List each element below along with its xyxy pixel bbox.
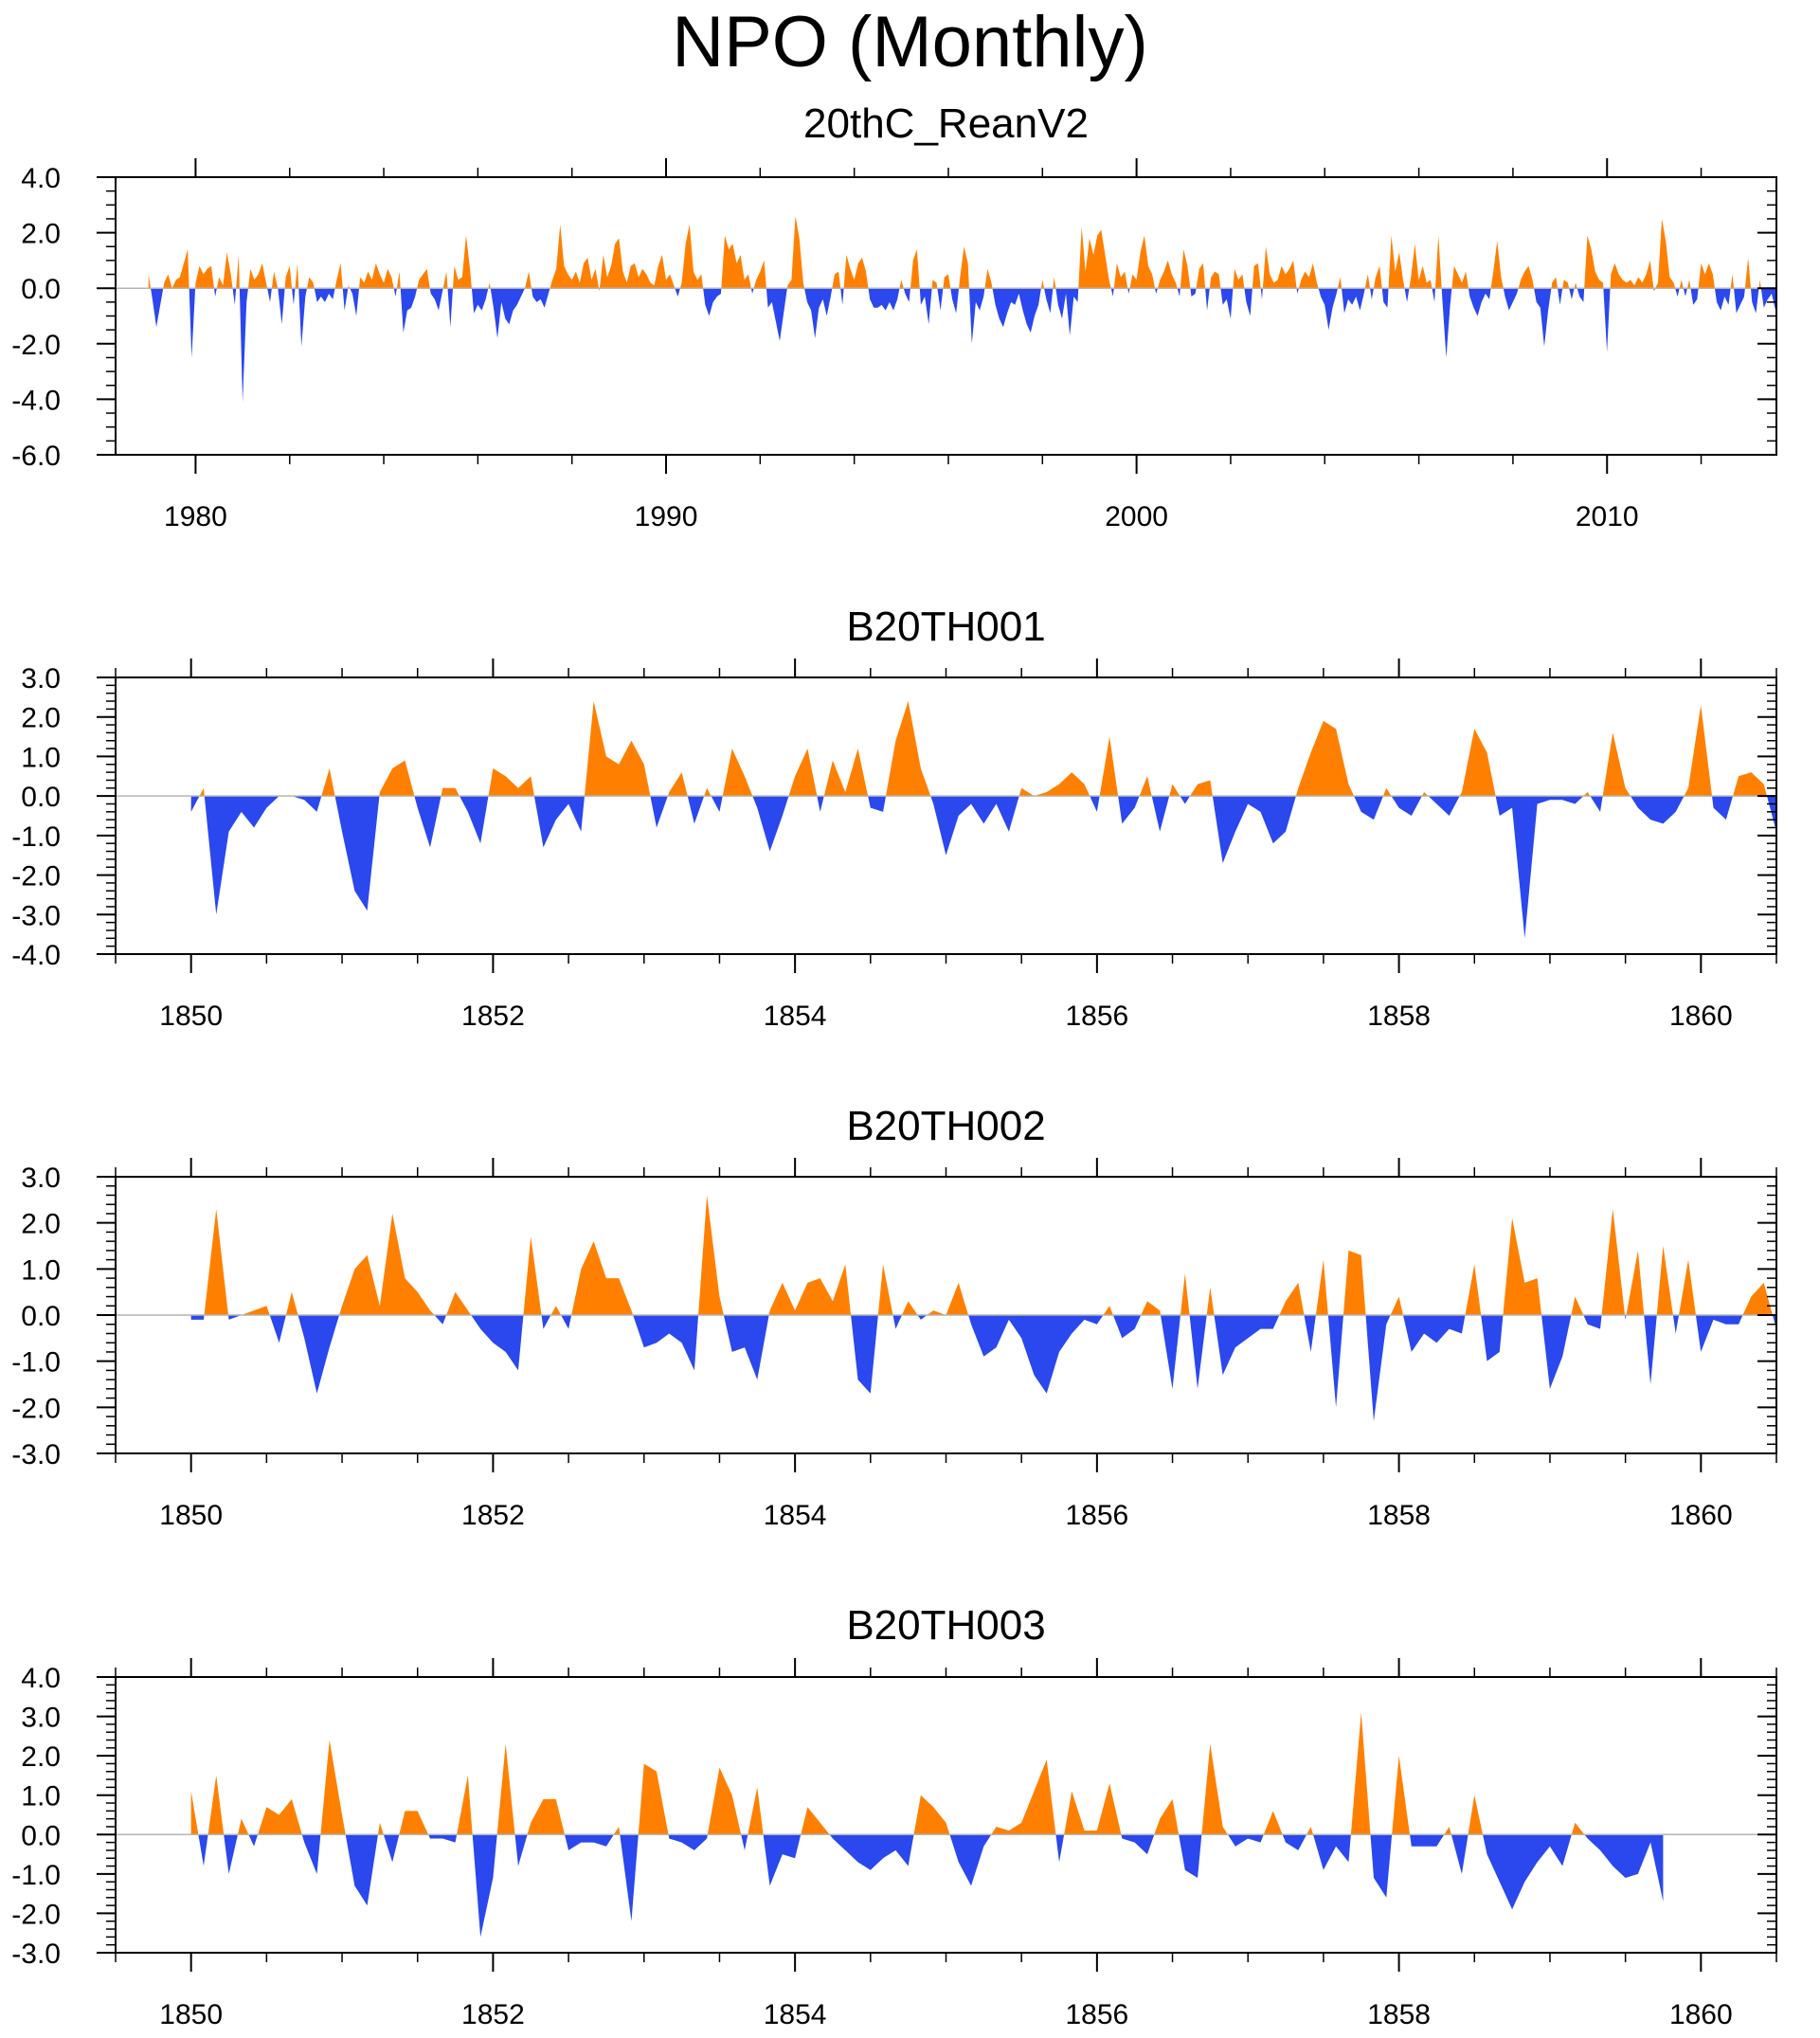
x-tick-label: 1854 bbox=[764, 1001, 827, 1032]
series-positive-area bbox=[190, 1195, 1776, 1315]
series-positive-area bbox=[148, 216, 1761, 289]
series-negative-area bbox=[190, 1834, 1664, 1938]
y-tick-label: 1.0 bbox=[21, 742, 61, 773]
y-tick-label: -4.0 bbox=[11, 940, 61, 971]
y-tick-label: -1.0 bbox=[11, 821, 61, 853]
y-tick-label: -4.0 bbox=[11, 385, 61, 416]
y-tick-label: 2.0 bbox=[21, 1741, 61, 1773]
y-tick-label: -3.0 bbox=[11, 1439, 61, 1470]
y-tick-label: 0.0 bbox=[21, 1820, 61, 1851]
y-tick-label: 4.0 bbox=[21, 163, 61, 194]
x-tick-label: 1860 bbox=[1669, 1001, 1733, 1032]
x-tick-label: 1852 bbox=[461, 1001, 525, 1032]
y-tick-label: -1.0 bbox=[11, 1347, 61, 1379]
x-tick-label: 1860 bbox=[1669, 1500, 1733, 1531]
y-tick-label: -6.0 bbox=[11, 441, 61, 472]
y-tick-label: 2.0 bbox=[21, 1209, 61, 1240]
plot-frame bbox=[115, 176, 1777, 456]
x-tick-label: 1854 bbox=[764, 1999, 827, 2030]
panel-title: 20thC_ReanV2 bbox=[803, 100, 1089, 147]
y-tick-label: 3.0 bbox=[21, 663, 61, 694]
x-tick-label: 1860 bbox=[1669, 1999, 1733, 2030]
figure-title: NPO (Monthly) bbox=[672, 2, 1148, 82]
y-tick-label: 0.0 bbox=[21, 782, 61, 813]
x-tick-label: 1850 bbox=[159, 1999, 223, 2030]
x-tick-label: 2000 bbox=[1105, 501, 1168, 532]
plot-frame bbox=[115, 1676, 1777, 1954]
x-tick-label: 1980 bbox=[164, 501, 227, 532]
panel-title: B20TH003 bbox=[846, 1602, 1045, 1649]
x-tick-label: 1854 bbox=[764, 1500, 827, 1531]
y-tick-label: 4.0 bbox=[21, 1663, 61, 1694]
panel-title: B20TH001 bbox=[846, 604, 1045, 650]
series-positive-area bbox=[190, 701, 1776, 797]
x-tick-label: 1858 bbox=[1367, 1500, 1431, 1531]
panel-b20th003: B20TH003 4.0 3.0 2.0 1.0 0.0 -1.0 -2.0 -3.0 1850 1… bbox=[11, 1602, 1777, 2030]
y-tick-label: 0.0 bbox=[21, 274, 61, 305]
y-tick-label: 2.0 bbox=[21, 219, 61, 250]
x-tick-label: 1852 bbox=[461, 1999, 525, 2030]
y-tick-label: 3.0 bbox=[21, 1703, 61, 1734]
panel-title: B20TH002 bbox=[846, 1103, 1045, 1149]
x-tick-label: 1850 bbox=[159, 1500, 223, 1531]
x-tick-label: 1858 bbox=[1367, 1001, 1431, 1032]
panel-b20th002: B20TH002 3.0 2.0 1.0 0.0 -1.0 -2.0 -3.0 1850 1852… bbox=[11, 1103, 1777, 1531]
y-tick-label: 0.0 bbox=[21, 1301, 61, 1332]
panel-20thc-reanv2: 20thC_ReanV2 4.0 2.0 0.0 -2.0 -4.0 -6.0 1980 199… bbox=[11, 100, 1777, 532]
series-negative-area bbox=[190, 1315, 1776, 1421]
y-tick-label: 3.0 bbox=[21, 1163, 61, 1194]
x-tick-label: 2010 bbox=[1576, 501, 1639, 532]
series-positive-area bbox=[190, 1712, 1585, 1835]
x-tick-label: 1858 bbox=[1367, 1999, 1431, 2030]
panel-b20th001: B20TH001 3.0 2.0 1.0 0.0 -1.0 -2.0 -3.0 -4.0 1850… bbox=[11, 604, 1777, 1032]
y-tick-label: -3.0 bbox=[11, 900, 61, 931]
x-tick-label: 1852 bbox=[461, 1500, 525, 1531]
series-negative-area bbox=[190, 796, 1776, 939]
y-tick-label: -3.0 bbox=[11, 1939, 61, 1970]
y-tick-label: 1.0 bbox=[21, 1254, 61, 1286]
y-tick-label: 2.0 bbox=[21, 703, 61, 734]
y-tick-label: -1.0 bbox=[11, 1860, 61, 1891]
x-tick-label: 1990 bbox=[635, 501, 698, 532]
x-tick-label: 1856 bbox=[1065, 1001, 1128, 1032]
x-tick-label: 1856 bbox=[1065, 1999, 1128, 2030]
x-tick-label: 1850 bbox=[159, 1001, 223, 1032]
y-tick-label: -2.0 bbox=[11, 1899, 61, 1930]
y-tick-label: 1.0 bbox=[21, 1781, 61, 1813]
series-negative-area bbox=[151, 288, 1776, 403]
y-tick-label: -2.0 bbox=[11, 861, 61, 893]
x-tick-label: 1856 bbox=[1065, 1500, 1128, 1531]
y-tick-label: -2.0 bbox=[11, 330, 61, 361]
y-tick-label: -2.0 bbox=[11, 1393, 61, 1424]
